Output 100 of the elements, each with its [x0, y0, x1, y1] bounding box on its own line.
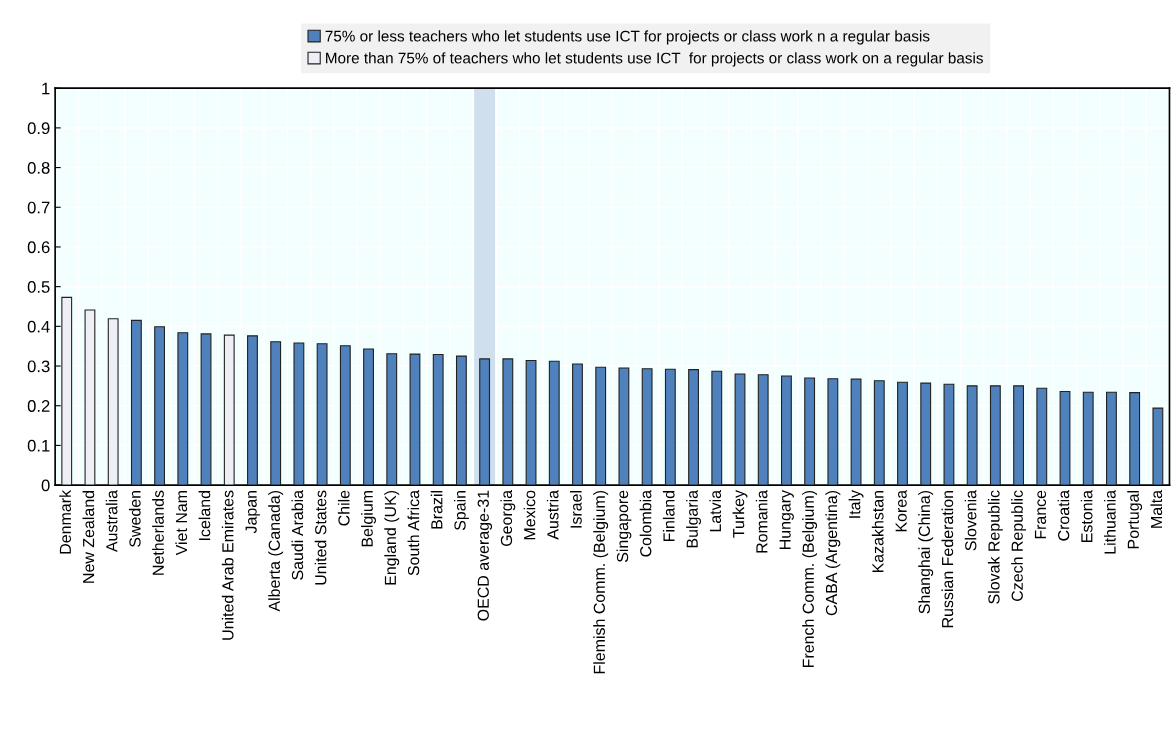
bar — [455, 355, 467, 486]
bar — [734, 373, 746, 486]
bar — [711, 370, 723, 486]
bar — [525, 359, 537, 486]
x-tick-label: Russian Federation — [941, 490, 954, 628]
x-tick-label: Alberta (Canada) — [268, 490, 284, 612]
bar — [943, 383, 955, 486]
x-tick-label: Italy — [848, 489, 864, 518]
y-tick-label: 0.7 — [27, 201, 50, 214]
bar — [780, 375, 792, 486]
x-tick-label: Belgium — [361, 491, 376, 547]
bar — [247, 335, 258, 486]
x-tick-label: South Africa — [407, 489, 420, 576]
x-tick-label: Latvia — [709, 489, 722, 532]
bar — [270, 341, 282, 486]
bar — [409, 353, 421, 486]
bar — [1106, 391, 1117, 486]
bar — [850, 378, 862, 486]
x-tick-label: French Comm. (Belgium) — [802, 490, 818, 668]
x-tick-label: Sweden — [128, 490, 141, 547]
x-tick-label: Kazakhstan — [871, 490, 884, 573]
bar — [502, 358, 514, 486]
bar — [386, 353, 398, 486]
bar — [432, 353, 444, 486]
x-tick-label: Japan — [245, 490, 260, 534]
x-tick-label: Brazil — [430, 491, 443, 529]
x-tick-label: France — [1034, 490, 1047, 539]
x-tick-label: Czech Republic — [1011, 490, 1027, 602]
bar — [84, 309, 96, 486]
bar — [757, 374, 769, 486]
x-tick-label: Slovak Republic — [987, 490, 1003, 604]
y-tick-label: 1 — [42, 82, 50, 95]
bar — [154, 326, 166, 486]
bar — [130, 319, 142, 486]
x-tick-label: New Zealand — [82, 490, 95, 583]
x-tick-label: Netherlands — [152, 490, 164, 575]
x-tick-label: Korea — [895, 489, 907, 532]
x-tick-label: OECD average-31 — [477, 490, 493, 621]
x-tick-label: Saudi Arabia — [291, 489, 304, 580]
x-tick-label: Mexico — [523, 490, 536, 540]
x-tick-label: Lithuania — [1104, 489, 1116, 554]
y-tick-label: 0.6 — [27, 241, 50, 254]
bar — [177, 332, 189, 486]
y-tick-label: 0.2 — [27, 400, 50, 412]
bar — [339, 345, 351, 486]
bar — [618, 367, 630, 486]
x-tick-label: Malta — [1150, 489, 1163, 528]
x-tick-label: Australia — [105, 489, 118, 553]
x-tick-label: Chile — [337, 490, 350, 526]
x-tick-label: Austria — [546, 489, 559, 540]
bar — [1059, 390, 1071, 486]
bar — [827, 378, 839, 486]
y-tick-label: 0 — [41, 479, 50, 492]
bar — [572, 363, 583, 486]
y-tick-label: 0.1 — [27, 439, 50, 452]
x-tick-label: Slovenia — [964, 489, 977, 551]
bar — [595, 366, 607, 486]
legend-label: 75% or less teachers who let students use ICT for projects or class work n a regular basis — [325, 30, 930, 45]
bar — [293, 342, 305, 486]
x-tick-label: Spain — [453, 491, 469, 531]
x-tick-label: Iceland — [198, 490, 211, 540]
x-tick-label: Colombia — [639, 489, 652, 557]
y-tick-label: 0.8 — [27, 161, 50, 174]
x-tick-label: Hungary — [779, 489, 794, 550]
x-tick-label: United Arab Emirates — [221, 490, 234, 640]
x-tick-label: Georgia — [500, 489, 516, 546]
bar — [479, 358, 491, 486]
bar — [989, 385, 1001, 486]
bar — [897, 381, 908, 486]
x-tick-label: England (UK) — [384, 490, 400, 585]
x-tick-label: CABA (Argentina) — [825, 490, 841, 616]
bar — [1152, 407, 1164, 486]
bar — [688, 369, 699, 486]
bar — [664, 368, 676, 486]
bar — [1013, 385, 1025, 486]
bar — [641, 368, 653, 486]
x-tick-label: Romania — [755, 489, 768, 553]
y-tick-label: 0.9 — [27, 122, 50, 135]
bar — [1036, 387, 1048, 486]
bar — [920, 382, 932, 486]
bar — [1082, 391, 1094, 486]
x-tick-label: Turkey — [732, 489, 748, 538]
bar — [200, 333, 212, 486]
x-tick-label: Finland — [662, 490, 675, 542]
x-tick-label: United States — [314, 490, 327, 585]
x-tick-label: Viet Nam — [175, 491, 188, 556]
bar — [804, 377, 816, 486]
bar — [1129, 392, 1141, 486]
x-tick-label: Croatia — [1057, 489, 1070, 541]
x-tick-label: Flemish Comm. (Belgium) — [593, 490, 609, 674]
y-tick-label: 0.5 — [27, 281, 50, 293]
x-tick-label: Shanghai (China) — [918, 490, 934, 614]
bar — [966, 385, 978, 486]
x-tick-label: Singapore — [616, 490, 632, 563]
bar — [873, 380, 885, 486]
y-tick-label: 0.3 — [27, 360, 50, 373]
bar — [61, 296, 73, 486]
bar — [107, 318, 119, 486]
x-tick-label: Portugal — [1127, 491, 1143, 549]
x-tick-label: Bulgaria — [686, 489, 702, 548]
